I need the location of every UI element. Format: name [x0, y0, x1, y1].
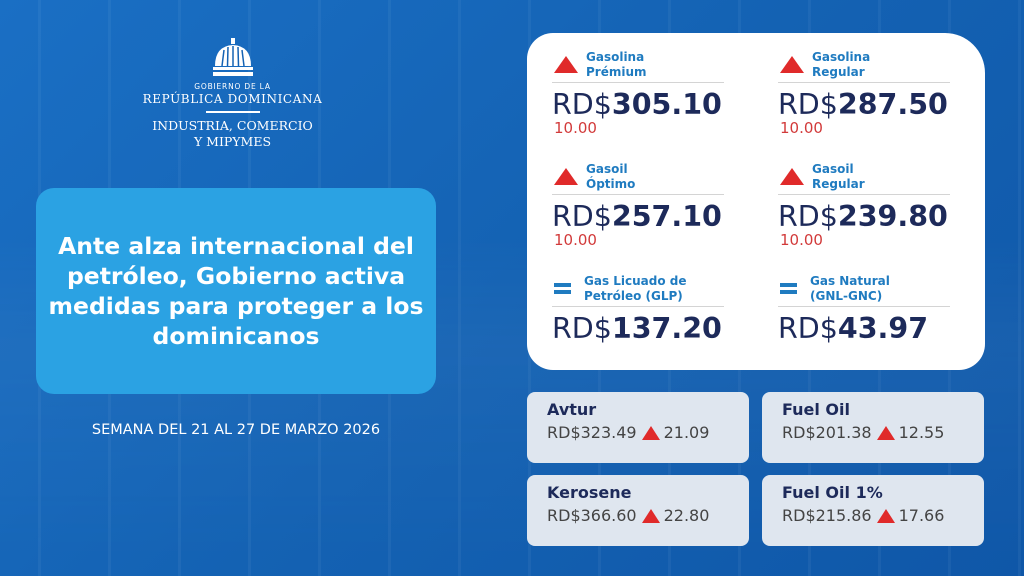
- up-arrow-icon: [641, 508, 660, 523]
- fuel-label-line2: Regular: [812, 176, 865, 191]
- fuel-label-line1: Gasoil: [812, 162, 854, 176]
- logo-gob-text: GOBIERNO DE LA: [194, 82, 271, 91]
- fuel-price: RD$287.50: [778, 89, 950, 121]
- up-arrow-icon: [641, 425, 660, 440]
- fuel-price-item: Gasolina Regular RD$287.50 10.00: [778, 49, 950, 136]
- currency: RD$: [552, 200, 612, 233]
- up-arrow-icon: [780, 56, 804, 73]
- fuel-price-item: Gas Licuado de Petróleo (GLP) RD$137.20: [552, 273, 724, 345]
- other-fuel-change: 17.66: [898, 506, 945, 525]
- currency: RD$: [778, 88, 838, 121]
- fuel-label: Gasolina Regular: [778, 49, 950, 83]
- currency: RD$: [778, 200, 838, 233]
- headline-text: Ante alza internacional del petróleo, Go…: [48, 232, 424, 350]
- fuel-price: RD$43.97: [778, 313, 950, 345]
- fuel-price-item: Gasoil Regular RD$239.80 10.00: [778, 161, 950, 248]
- other-fuel-name: Avtur: [547, 400, 597, 419]
- fuel-price-item: Gasoil Óptimo RD$257.10 10.00: [552, 161, 724, 248]
- fuel-price-item: Gasolina Prémium RD$305.10 10.00: [552, 49, 724, 136]
- currency: RD$: [552, 312, 612, 345]
- fuel-price: RD$305.10: [552, 89, 724, 121]
- fuel-label-line2: Petróleo (GLP): [584, 288, 683, 303]
- other-fuel-price: RD$201.38: [782, 423, 872, 442]
- price-change: 10.00: [780, 119, 823, 137]
- up-arrow-icon: [876, 508, 895, 523]
- price-value: 239.80: [837, 200, 948, 233]
- main-prices-card: Gasolina Prémium RD$305.10 10.00 Gasolina R…: [527, 33, 985, 370]
- fuel-label-line2: (GNL-GNC): [810, 288, 883, 303]
- fuel-label-line2: Regular: [812, 64, 865, 79]
- up-arrow-icon: [876, 425, 895, 440]
- other-fuel-name: Fuel Oil 1%: [782, 483, 883, 502]
- price-change: 10.00: [554, 119, 597, 137]
- fuel-label: Gas Natural (GNL-GNC): [778, 273, 950, 307]
- currency: RD$: [778, 312, 838, 345]
- fuel-label: Gasoil Regular: [778, 161, 950, 195]
- other-fuel-price: RD$215.86: [782, 506, 872, 525]
- fuel-label-line1: Gasolina: [812, 50, 871, 64]
- other-fuel-price: RD$366.60: [547, 506, 637, 525]
- week-label: SEMANA DEL 21 AL 27 DE MARZO 2026: [91, 422, 381, 438]
- price-change: 10.00: [780, 231, 823, 249]
- fuel-price: RD$239.80: [778, 201, 950, 233]
- other-fuel-change: 22.80: [663, 506, 710, 525]
- fuel-label-line1: Gasoil: [586, 162, 628, 176]
- other-fuel-name: Kerosene: [547, 483, 632, 502]
- other-fuel-change: 21.09: [663, 423, 710, 442]
- price-value: 287.50: [837, 88, 948, 121]
- fuel-price-item: Gas Natural (GNL-GNC) RD$43.97: [778, 273, 950, 345]
- other-fuel-card: Fuel Oil RD$201.38 12.55: [762, 392, 984, 463]
- fuel-label-line1: Gas Licuado de: [584, 274, 687, 288]
- headline-box: Ante alza internacional del petróleo, Go…: [36, 188, 436, 394]
- other-fuel-card: Fuel Oil 1% RD$215.86 17.66: [762, 475, 984, 546]
- fuel-label-line2: Óptimo: [586, 176, 636, 191]
- fuel-label-line1: Gasolina: [586, 50, 645, 64]
- price-value: 43.97: [837, 312, 929, 345]
- logo-divider: [205, 111, 260, 113]
- fuel-label: Gas Licuado de Petróleo (GLP): [552, 273, 724, 307]
- equal-icon: [780, 280, 797, 297]
- logo-rep-text: REPÚBLICA DOMINICANA: [142, 92, 323, 106]
- price-change: 10.00: [554, 231, 597, 249]
- price-value: 305.10: [611, 88, 722, 121]
- government-logo: GOBIERNO DE LA REPÚBLICA DOMINICANA INDU…: [120, 38, 345, 150]
- fuel-label-line1: Gas Natural: [810, 274, 890, 288]
- equal-icon: [554, 280, 571, 297]
- dome-icon: [212, 38, 253, 76]
- currency: RD$: [552, 88, 612, 121]
- price-value: 257.10: [611, 200, 722, 233]
- up-arrow-icon: [780, 168, 804, 185]
- other-fuel-change: 12.55: [898, 423, 945, 442]
- other-fuel-card: Avtur RD$323.49 21.09: [527, 392, 749, 463]
- fuel-label-line2: Prémium: [586, 64, 647, 79]
- other-fuel-card: Kerosene RD$366.60 22.80: [527, 475, 749, 546]
- ministry-line1: INDUSTRIA, COMERCIO: [152, 118, 313, 133]
- fuel-price: RD$257.10: [552, 201, 724, 233]
- other-fuel-name: Fuel Oil: [782, 400, 850, 419]
- other-fuel-price: RD$323.49: [547, 423, 637, 442]
- up-arrow-icon: [554, 168, 578, 185]
- price-value: 137.20: [611, 312, 722, 345]
- fuel-price: RD$137.20: [552, 313, 724, 345]
- ministry-line2: Y MIPYMES: [193, 134, 272, 149]
- fuel-label: Gasoil Óptimo: [552, 161, 724, 195]
- up-arrow-icon: [554, 56, 578, 73]
- fuel-label: Gasolina Prémium: [552, 49, 724, 83]
